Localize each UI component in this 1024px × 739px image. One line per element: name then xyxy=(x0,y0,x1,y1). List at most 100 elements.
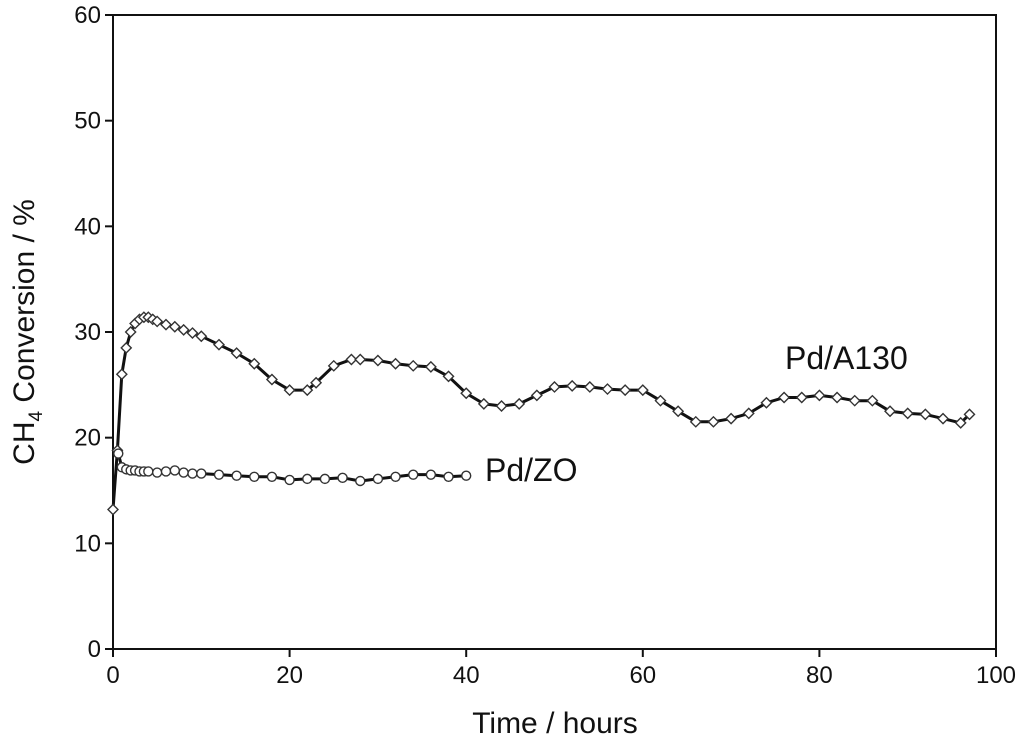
series-label-pd-zo: Pd/ZO xyxy=(485,452,577,488)
x-axis-ticks: 0 20 40 60 80 100 xyxy=(106,649,1016,689)
data-point-pd-a130 xyxy=(937,412,950,425)
data-point-pd-a130 xyxy=(654,394,667,407)
y-axis-label-rest: Conversion / % xyxy=(8,199,41,411)
data-point-pd-zo xyxy=(143,466,154,477)
data-point-pd-a130 xyxy=(212,338,225,351)
data-point-pd-a130 xyxy=(186,327,199,340)
data-point-pd-zo xyxy=(461,470,472,481)
y-axis-label-main: CH xyxy=(8,422,41,465)
data-point-pd-a130 xyxy=(151,315,164,328)
data-point-pd-zo xyxy=(425,469,437,480)
data-point-pd-zo xyxy=(178,467,189,478)
data-point-pd-a130 xyxy=(619,384,632,397)
data-point-pd-zo xyxy=(372,473,384,485)
data-point-pd-a130 xyxy=(583,380,596,393)
data-point-pd-a130 xyxy=(963,408,976,421)
data-point-pd-a130 xyxy=(566,379,579,392)
series-group xyxy=(107,311,976,516)
data-point-pd-a130 xyxy=(548,380,561,393)
y-tick-label: 0 xyxy=(88,636,101,663)
data-point-pd-a130 xyxy=(310,376,323,389)
data-point-pd-a130 xyxy=(778,391,791,404)
data-point-pd-a130 xyxy=(495,399,508,412)
data-point-pd-zo xyxy=(284,474,295,486)
y-axis-label: CH4 Conversion / % xyxy=(8,199,47,465)
x-tick-label: 100 xyxy=(976,662,1016,689)
data-point-pd-a130 xyxy=(371,354,384,367)
data-point-pd-zo xyxy=(249,471,260,482)
data-point-pd-a130 xyxy=(115,368,128,381)
data-point-pd-a130 xyxy=(354,353,367,366)
y-tick-label: 10 xyxy=(74,530,101,557)
data-point-pd-a130 xyxy=(460,387,473,400)
data-point-pd-a130 xyxy=(919,408,932,421)
data-point-pd-zo xyxy=(319,473,331,485)
data-point-pd-a130 xyxy=(301,384,314,397)
data-point-pd-a130 xyxy=(124,326,137,338)
data-point-pd-zo xyxy=(196,468,207,479)
data-point-pd-a130 xyxy=(513,397,526,410)
data-point-pd-a130 xyxy=(442,370,455,383)
data-point-pd-zo xyxy=(151,467,163,478)
data-point-pd-zo xyxy=(408,469,419,480)
data-point-pd-zo xyxy=(302,473,313,485)
series-label-pd-a130: Pd/A130 xyxy=(785,340,908,376)
data-point-pd-a130 xyxy=(477,397,490,410)
data-point-pd-zo xyxy=(443,471,454,482)
data-point-pd-a130 xyxy=(725,412,738,425)
data-point-pd-zo xyxy=(390,471,401,482)
data-point-pd-zo xyxy=(160,466,172,477)
data-point-pd-a130 xyxy=(831,391,844,404)
data-point-pd-a130 xyxy=(177,323,190,336)
data-point-pd-zo xyxy=(169,465,181,476)
data-point-pd-zo xyxy=(113,448,124,459)
data-point-pd-a130 xyxy=(672,405,685,418)
data-point-pd-zo xyxy=(231,470,242,481)
data-point-pd-a130 xyxy=(407,359,420,372)
y-tick-label: 30 xyxy=(74,319,101,346)
data-point-pd-zo xyxy=(355,475,366,487)
data-point-pd-zo xyxy=(187,468,198,479)
y-tick-label: 20 xyxy=(74,425,101,452)
data-point-pd-a130 xyxy=(168,320,181,333)
data-point-pd-a130 xyxy=(707,415,720,428)
data-point-pd-a130 xyxy=(954,416,967,429)
x-tick-label: 40 xyxy=(453,662,480,689)
data-point-pd-a130 xyxy=(689,415,702,428)
data-point-pd-a130 xyxy=(813,389,826,402)
data-point-pd-zo xyxy=(337,472,348,484)
data-point-pd-a130 xyxy=(636,384,649,397)
data-point-pd-a130 xyxy=(848,394,861,407)
data-point-pd-a130 xyxy=(389,357,402,370)
data-point-pd-a130 xyxy=(327,359,340,372)
data-point-pd-a130 xyxy=(230,347,243,360)
y-tick-label: 40 xyxy=(74,213,101,240)
y-axis-ticks: 0 10 20 30 40 50 60 xyxy=(74,2,113,663)
data-point-pd-a130 xyxy=(530,389,543,402)
x-tick-label: 60 xyxy=(629,662,656,689)
plot-frame xyxy=(112,14,997,650)
data-point-pd-a130 xyxy=(283,384,296,397)
data-point-pd-a130 xyxy=(884,405,897,418)
data-point-pd-zo xyxy=(213,469,225,480)
data-point-pd-a130 xyxy=(265,373,278,386)
data-point-pd-a130 xyxy=(601,383,614,396)
data-point-pd-a130 xyxy=(424,360,437,373)
data-point-pd-a130 xyxy=(901,407,914,420)
x-tick-label: 0 xyxy=(106,662,119,689)
y-tick-label: 60 xyxy=(74,2,101,29)
data-point-pd-a130 xyxy=(345,353,358,366)
x-tick-label: 80 xyxy=(806,662,833,689)
data-point-pd-zo xyxy=(266,471,278,482)
y-tick-label: 50 xyxy=(74,108,101,135)
data-point-pd-a130 xyxy=(159,318,172,331)
data-point-pd-a130 xyxy=(248,357,261,370)
data-point-pd-a130 xyxy=(866,394,879,407)
data-point-pd-a130 xyxy=(795,391,808,404)
data-point-pd-a130 xyxy=(195,330,208,343)
data-point-pd-a130 xyxy=(120,341,133,354)
data-point-pd-a130 xyxy=(760,396,773,409)
data-point-pd-a130 xyxy=(107,503,119,516)
x-tick-label: 20 xyxy=(276,662,303,689)
